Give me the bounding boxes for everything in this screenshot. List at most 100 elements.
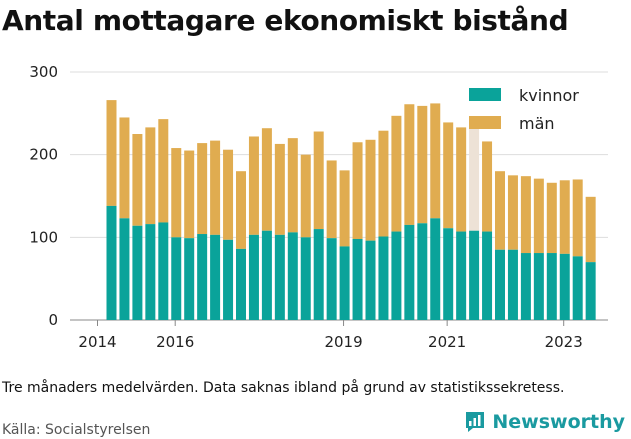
bar-man [223, 149, 234, 240]
bar-man [287, 138, 298, 233]
newsworthy-logo-icon [466, 412, 485, 432]
bar-kvinnor [559, 253, 570, 320]
x-tick-label: 2021 [428, 333, 466, 351]
bar-man [210, 140, 221, 235]
bar-kvinnor [546, 253, 557, 320]
bar-man [520, 176, 531, 254]
bar-kvinnor [248, 234, 259, 320]
bar-kvinnor [443, 228, 454, 320]
bar-man [352, 142, 363, 239]
x-tick-label: 2023 [545, 333, 583, 351]
bar-man [236, 171, 246, 249]
bar-kvinnor [365, 240, 376, 320]
chart-title: Antal mottagare ekonomiskt bistånd [2, 4, 569, 37]
bar-kvinnor [210, 234, 221, 320]
bar-kvinnor [236, 248, 246, 320]
bar-kvinnor [197, 234, 208, 320]
bar-man [378, 130, 389, 237]
bar-kvinnor [184, 238, 195, 320]
bar-man [430, 103, 441, 219]
bar-kvinnor [572, 256, 583, 320]
bar-man [106, 100, 117, 206]
stacked-bar-chart: 0 100 200 300 2014 2016 2019 2021 2023 kvinnor … [29, 63, 608, 351]
bar-man [533, 178, 544, 254]
bar-man [158, 119, 169, 223]
bar-man [365, 139, 376, 241]
bar-man [248, 136, 259, 235]
bar-missing [469, 128, 480, 231]
y-tick-label: 300 [29, 63, 58, 81]
bar-kvinnor [119, 218, 130, 320]
bar-kvinnor [313, 229, 324, 320]
bar-man [326, 160, 337, 239]
bar-kvinnor [585, 262, 596, 320]
bar-kvinnor [261, 230, 272, 320]
bar-kvinnor [287, 232, 298, 320]
bar-kvinnor [391, 231, 402, 320]
x-tick-label: 2014 [78, 333, 116, 351]
bar-kvinnor [456, 231, 467, 320]
bar-kvinnor [482, 231, 493, 320]
bar-kvinnor [171, 237, 182, 320]
legend-label-kvinnor: kvinnor [519, 86, 579, 105]
y-axis-ticks: 0 100 200 300 [29, 63, 58, 329]
bar-kvinnor [469, 230, 480, 320]
brand-logo[interactable]: Newsworthy [464, 410, 625, 434]
bar-man [546, 182, 557, 254]
bar-man [507, 175, 518, 250]
bar-man [456, 127, 467, 232]
bar-kvinnor [274, 234, 285, 320]
bar-kvinnor [326, 238, 337, 320]
legend-swatch-man [469, 116, 501, 129]
bar-man [132, 134, 143, 226]
y-tick-label: 200 [29, 146, 58, 164]
y-tick-label: 100 [29, 228, 58, 246]
bar-kvinnor [158, 222, 169, 320]
bar-man [339, 170, 350, 247]
bar-kvinnor [417, 223, 428, 320]
bar-man [417, 105, 428, 224]
bar-man [443, 122, 454, 229]
bars [106, 100, 596, 320]
bar-man [119, 117, 130, 219]
bar-kvinnor [339, 246, 350, 320]
bar-kvinnor [507, 249, 518, 320]
bar-man [261, 128, 272, 231]
bar-kvinnor [223, 239, 234, 320]
x-tick-label: 2016 [156, 333, 194, 351]
bar-kvinnor [533, 253, 544, 320]
bar-kvinnor [378, 236, 389, 320]
bar-kvinnor [132, 225, 143, 320]
bar-man [391, 115, 402, 232]
bar-kvinnor [495, 249, 505, 320]
bar-kvinnor [520, 253, 531, 320]
bar-kvinnor [145, 224, 156, 320]
bar-man [313, 131, 324, 230]
bar-man [184, 150, 195, 239]
x-axis-ticks: 2014 2016 2019 2021 2023 [78, 320, 583, 351]
bar-kvinnor [300, 237, 311, 320]
legend-label-man: män [519, 114, 555, 133]
legend: kvinnor män [469, 86, 579, 133]
bar-kvinnor [430, 218, 441, 320]
bar-kvinnor [352, 238, 363, 320]
bar-man [495, 171, 505, 250]
bar-man [404, 104, 415, 225]
bar-kvinnor [106, 205, 117, 320]
source-credit: Källa: Socialstyrelsen [2, 422, 151, 438]
bar-man [171, 148, 182, 238]
footnote: Tre månaders medelvärden. Data saknas ib… [2, 380, 565, 396]
bar-man [482, 141, 493, 232]
bar-man [559, 180, 570, 254]
bar-man [145, 127, 156, 225]
bar-kvinnor [404, 224, 415, 320]
bar-man [572, 179, 583, 257]
y-tick-label: 0 [48, 311, 58, 329]
bar-man [585, 196, 596, 263]
bar-man [300, 154, 311, 238]
bar-man [274, 143, 285, 235]
bar-man [197, 143, 208, 235]
brand-name: Newsworthy [492, 411, 625, 433]
legend-swatch-kvinnor [469, 88, 501, 101]
x-tick-label: 2019 [324, 333, 362, 351]
